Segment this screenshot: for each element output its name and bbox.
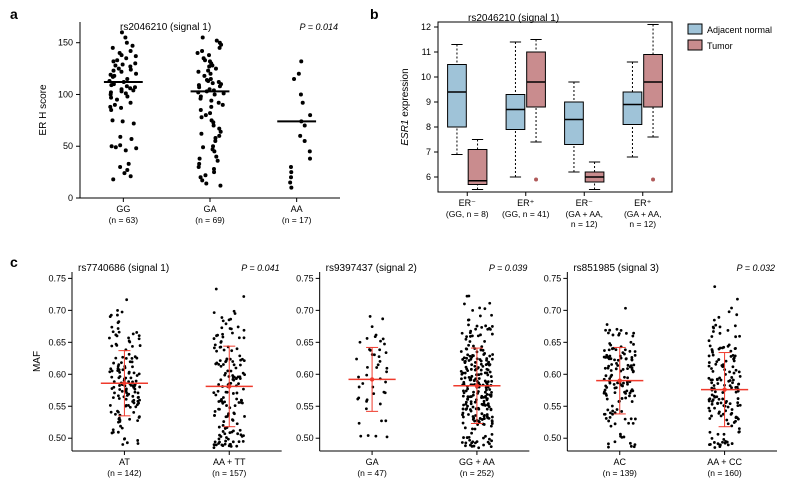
svg-text:0.60: 0.60 [296, 369, 314, 379]
svg-text:0.50: 0.50 [296, 433, 314, 443]
svg-text:0.60: 0.60 [544, 369, 562, 379]
svg-text:GG: GG [116, 204, 130, 214]
svg-text:ER⁻: ER⁻ [459, 198, 477, 208]
svg-text:(GG, n = 41): (GG, n = 41) [502, 209, 550, 219]
svg-text:P = 0.014: P = 0.014 [300, 22, 338, 32]
svg-text:GA: GA [366, 457, 379, 467]
svg-text:0.65: 0.65 [296, 337, 314, 347]
panel-b-label: b [370, 6, 379, 22]
svg-text:AT: AT [119, 457, 130, 467]
svg-text:0.50: 0.50 [48, 433, 66, 443]
svg-text:10: 10 [421, 72, 431, 82]
svg-text:P = 0.041: P = 0.041 [241, 263, 279, 273]
svg-text:n = 12): n = 12) [629, 219, 656, 229]
panel-c-svg: MAF 0.50 0.55 0.60 0.65 0.70 0.75 rs7740686 (si… [30, 258, 790, 493]
svg-text:9: 9 [426, 97, 431, 107]
svg-text:P = 0.032: P = 0.032 [737, 263, 775, 273]
panel-c-label: c [10, 254, 18, 270]
panel-b-svg: 6 7 8 9 10 11 12 ESR1 expression rs2046210 (sign… [390, 10, 790, 240]
panel-a-label: a [10, 6, 18, 22]
svg-text:100: 100 [58, 89, 73, 99]
panel-a-svg: 0 50 100 150 ER H score rs2046210 (signal 1) P… [30, 10, 350, 240]
svg-text:(n = 160): (n = 160) [707, 468, 741, 478]
svg-text:0.75: 0.75 [48, 273, 66, 283]
svg-text:rs851985 (signal 3): rs851985 (signal 3) [573, 263, 659, 274]
panel-a: a 050100150ER H scorers2046210 (signal 1… [30, 10, 350, 240]
svg-text:MAF: MAF [32, 351, 43, 372]
svg-text:(n = 252): (n = 252) [460, 468, 494, 478]
svg-text:AA + CC: AA + CC [707, 457, 742, 467]
svg-text:11: 11 [422, 47, 431, 57]
svg-text:ER⁺: ER⁺ [634, 198, 652, 208]
svg-text:Adjacent normal: Adjacent normal [707, 25, 772, 35]
svg-text:ER⁺: ER⁺ [517, 198, 535, 208]
svg-text:rs2046210 (signal 1): rs2046210 (signal 1) [468, 13, 559, 24]
svg-text:50: 50 [63, 141, 73, 151]
svg-text:0.55: 0.55 [296, 401, 314, 411]
svg-text:0.75: 0.75 [544, 273, 562, 283]
svg-text:(n = 139): (n = 139) [603, 468, 637, 478]
svg-text:150: 150 [58, 38, 73, 48]
svg-text:AA + TT: AA + TT [213, 457, 246, 467]
svg-text:0.60: 0.60 [48, 369, 66, 379]
panel-c: c MAF0.500.550.600.650.700.75rs7740686 (… [30, 258, 790, 493]
svg-text:8: 8 [426, 122, 431, 132]
svg-text:(n = 142): (n = 142) [107, 468, 141, 478]
svg-text:0.70: 0.70 [544, 305, 562, 315]
svg-text:(n = 47): (n = 47) [357, 468, 387, 478]
svg-text:(n = 63): (n = 63) [109, 215, 139, 225]
svg-text:ER H score: ER H score [38, 84, 49, 136]
svg-text:Tumor: Tumor [707, 41, 733, 51]
svg-text:ER⁻: ER⁻ [576, 198, 594, 208]
svg-text:7: 7 [426, 147, 431, 157]
svg-text:(GG, n = 8): (GG, n = 8) [446, 209, 489, 219]
svg-text:0.55: 0.55 [48, 401, 66, 411]
svg-text:6: 6 [426, 172, 431, 182]
svg-text:0.65: 0.65 [48, 337, 66, 347]
svg-text:0.65: 0.65 [544, 337, 562, 347]
svg-text:GA: GA [203, 204, 216, 214]
svg-text:(n = 17): (n = 17) [282, 215, 312, 225]
svg-text:GG + AA: GG + AA [459, 457, 495, 467]
panel-b: b 6789101112ESR1 expressionrs2046210 (si… [390, 10, 790, 240]
svg-text:rs9397437 (signal 2): rs9397437 (signal 2) [326, 263, 417, 274]
svg-text:(GA + AA,: (GA + AA, [624, 209, 662, 219]
svg-text:AA: AA [291, 204, 303, 214]
svg-text:rs2046210 (signal 1): rs2046210 (signal 1) [120, 22, 211, 33]
svg-text:0.70: 0.70 [48, 305, 66, 315]
svg-text:(n = 69): (n = 69) [195, 215, 225, 225]
svg-text:0.75: 0.75 [296, 273, 314, 283]
svg-text:0.55: 0.55 [544, 401, 562, 411]
svg-text:n = 12): n = 12) [571, 219, 598, 229]
svg-text:12: 12 [421, 22, 431, 32]
svg-text:0.70: 0.70 [296, 305, 314, 315]
svg-text:P = 0.039: P = 0.039 [489, 263, 527, 273]
svg-text:0: 0 [68, 193, 73, 203]
svg-text:rs7740686 (signal 1): rs7740686 (signal 1) [78, 263, 169, 274]
svg-text:AC: AC [613, 457, 626, 467]
svg-text:(GA + AA,: (GA + AA, [565, 209, 603, 219]
svg-text:(n = 157): (n = 157) [212, 468, 246, 478]
svg-text:ESR1 expression: ESR1 expression [400, 68, 411, 145]
svg-text:0.50: 0.50 [544, 433, 562, 443]
